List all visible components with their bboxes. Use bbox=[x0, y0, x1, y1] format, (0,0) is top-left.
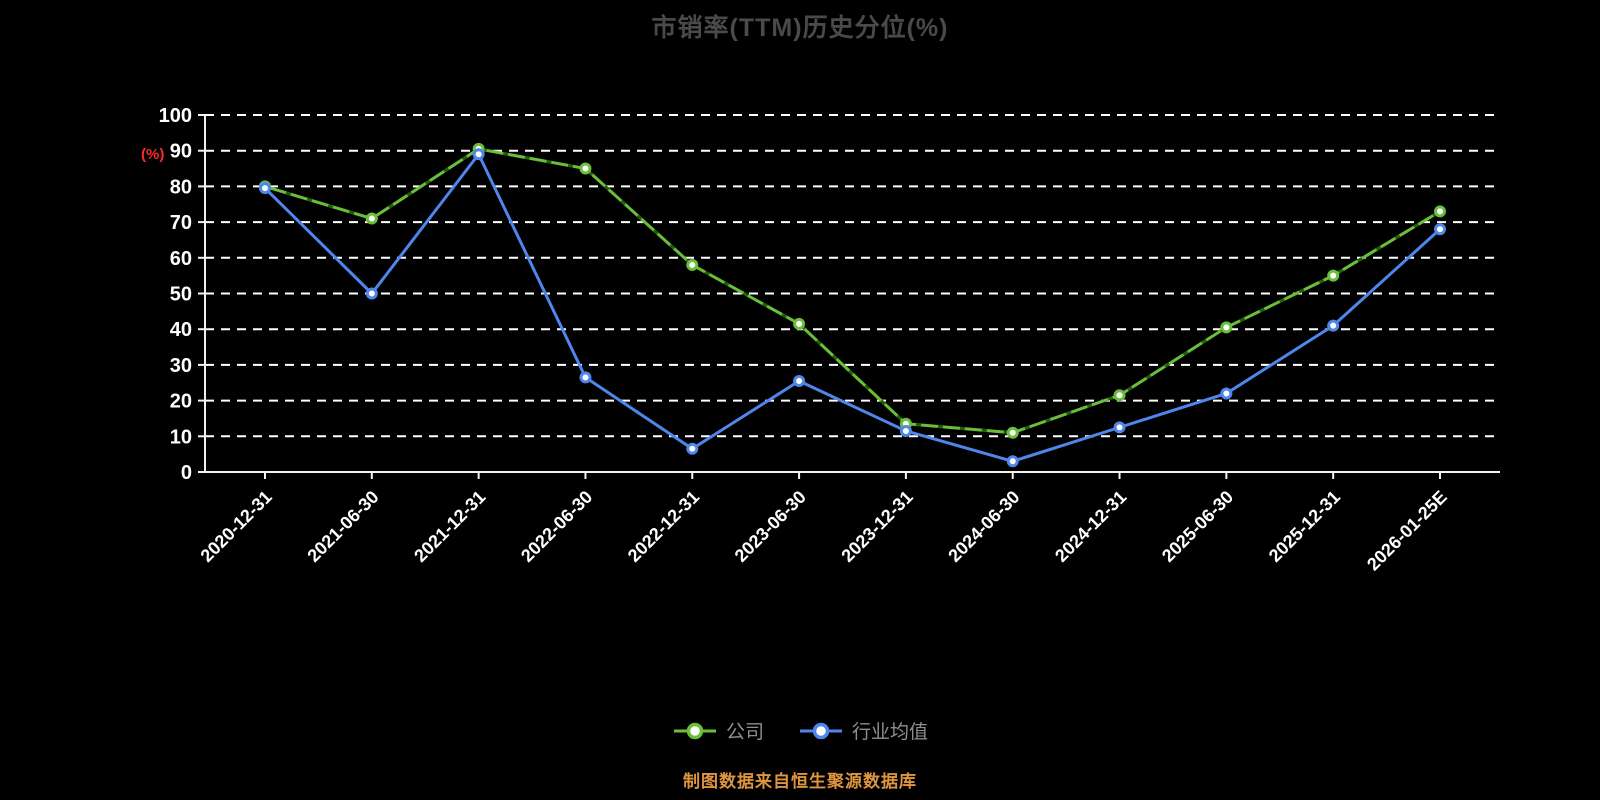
y-tick-label: 30 bbox=[170, 355, 192, 377]
y-tick-label: 70 bbox=[170, 212, 192, 234]
legend-item-1[interactable]: 行业均值 bbox=[798, 717, 928, 744]
series-0 bbox=[259, 142, 1446, 439]
y-axis-unit-label: (%) bbox=[141, 146, 165, 163]
x-tick-label: 2020-12-31 bbox=[197, 487, 276, 566]
legend-marker-icon bbox=[673, 722, 716, 739]
legend-marker-icon bbox=[800, 722, 842, 739]
legend-label: 行业均值 bbox=[852, 722, 929, 743]
data-point bbox=[1220, 387, 1233, 400]
legend-item-0[interactable]: 公司 bbox=[672, 717, 764, 744]
x-tick-label: 2024-06-30 bbox=[944, 487, 1023, 566]
gridlines bbox=[205, 114, 1500, 438]
x-tick-label: 2021-12-31 bbox=[410, 487, 489, 566]
data-point bbox=[1327, 269, 1340, 282]
data-point bbox=[579, 371, 592, 384]
y-tick-label: 20 bbox=[170, 391, 192, 413]
y-tick-label: 10 bbox=[170, 426, 192, 448]
data-point bbox=[899, 424, 912, 437]
chart-footer: 制图数据来自恒生聚源数据库 bbox=[683, 772, 917, 791]
data-point bbox=[686, 442, 699, 455]
x-tick-label: 2021-06-30 bbox=[303, 487, 382, 566]
y-tick-label: 0 bbox=[181, 462, 192, 484]
data-point bbox=[1327, 319, 1340, 332]
y-axis-labels: 0 10 20 30 40 50 60 70 80 90 100 bbox=[159, 105, 205, 484]
legend-label: 公司 bbox=[725, 722, 764, 743]
data-point bbox=[1113, 389, 1126, 402]
y-tick-label: 60 bbox=[170, 248, 192, 270]
y-tick-label: 50 bbox=[170, 284, 192, 306]
y-tick-label: 40 bbox=[170, 319, 192, 341]
series-line bbox=[263, 147, 1442, 435]
data-point bbox=[1006, 455, 1019, 468]
series-line bbox=[263, 152, 1442, 463]
x-tick-label: 2022-12-31 bbox=[624, 487, 703, 566]
data-point bbox=[259, 182, 271, 195]
x-tick-label: 2026-01-25E bbox=[1363, 487, 1451, 575]
x-tick-label: 2025-12-31 bbox=[1265, 487, 1344, 566]
data-point bbox=[686, 258, 699, 271]
legend: 公司 行业均值 bbox=[0, 717, 1600, 744]
data-point bbox=[793, 374, 806, 387]
data-point bbox=[365, 287, 378, 300]
chart-title: 市销率(TTM)历史分位(%) bbox=[651, 14, 949, 42]
data-point bbox=[1113, 421, 1126, 434]
data-point bbox=[793, 317, 806, 330]
data-point bbox=[472, 148, 485, 161]
data-point bbox=[365, 212, 378, 225]
x-tick-label: 2022-06-30 bbox=[517, 487, 596, 566]
y-tick-label: 100 bbox=[159, 105, 192, 127]
x-tick-label: 2023-12-31 bbox=[837, 487, 916, 566]
x-axis-labels: 2020-12-31 2021-06-30 2021-12-31 2022-06-30… bbox=[197, 472, 1451, 574]
x-tick-label: 2025-06-30 bbox=[1158, 487, 1237, 566]
x-tick-label: 2024-12-31 bbox=[1051, 487, 1130, 566]
data-point bbox=[1434, 205, 1446, 218]
series-1 bbox=[259, 148, 1446, 468]
x-tick-label: 2023-06-30 bbox=[731, 487, 810, 566]
data-point bbox=[1006, 426, 1019, 439]
y-tick-label: 80 bbox=[170, 176, 192, 198]
data-point bbox=[579, 162, 592, 175]
series-line-dash-overlay bbox=[264, 147, 1441, 435]
data-point bbox=[1220, 321, 1233, 334]
data-point bbox=[1434, 223, 1446, 236]
y-tick-label: 90 bbox=[170, 141, 192, 163]
